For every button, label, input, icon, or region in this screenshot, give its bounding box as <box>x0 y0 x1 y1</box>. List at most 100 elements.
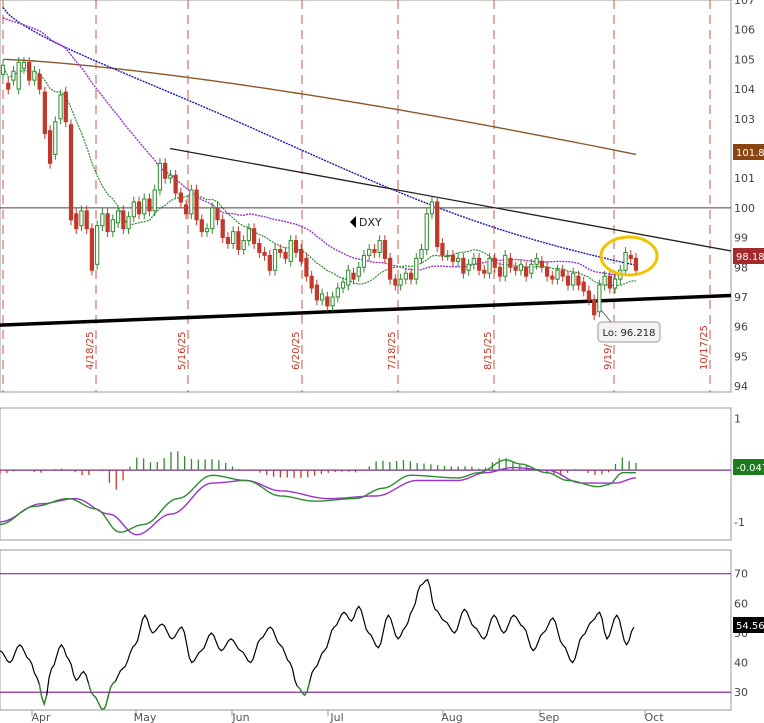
candle-body <box>163 162 168 179</box>
rsi-y-tick: 60 <box>734 597 748 610</box>
candle-body <box>241 240 246 250</box>
candle-body <box>89 228 95 271</box>
candle-body <box>157 162 163 191</box>
month-label: Jun <box>231 711 249 723</box>
candle-body <box>183 204 189 215</box>
candle-body <box>178 192 183 203</box>
candle-body <box>586 290 592 301</box>
candle-body <box>0 64 6 75</box>
price-y-tick: 103 <box>734 113 755 126</box>
candle-body <box>330 296 335 307</box>
highlight-circle <box>599 235 659 277</box>
candle-body <box>393 278 398 286</box>
month-label: Apr <box>31 711 51 723</box>
candle-body <box>152 189 157 212</box>
candle-body <box>487 257 492 274</box>
candle-body <box>11 70 16 81</box>
candle-body <box>623 251 628 271</box>
price-last-value: 98.18 <box>736 252 764 263</box>
symbol-annotation: DXY <box>350 216 382 229</box>
candle-body <box>278 248 283 253</box>
macd-y-tick: -1 <box>734 516 745 529</box>
candle-body <box>492 257 497 268</box>
candle-body <box>513 266 518 271</box>
candle-body <box>325 296 330 307</box>
price-y-tick: 104 <box>734 83 755 96</box>
candle-body <box>550 275 555 280</box>
candle-body <box>142 198 147 215</box>
low-annotation-text: Lo: 96.218 <box>602 328 655 339</box>
rsi-oversold-segment <box>38 683 48 707</box>
date-marker-label: 9/19/ <box>603 344 614 370</box>
ma-last-badge: 101.8 <box>733 144 764 160</box>
candle-body <box>435 201 440 247</box>
candle-body <box>503 254 508 277</box>
candle-body <box>340 281 346 289</box>
candle-body <box>189 189 194 215</box>
rsi-y-tick: 70 <box>734 568 748 581</box>
candle-body <box>121 210 126 230</box>
symbol-label: DXY <box>359 216 382 229</box>
candle-body <box>440 243 445 256</box>
candle-body <box>272 248 278 271</box>
candle-body <box>319 293 325 301</box>
candle-body <box>346 269 351 286</box>
month-label: Sep <box>539 711 560 723</box>
rsi-last-value: 54.56 <box>736 621 764 632</box>
upper-trendline <box>169 147 731 252</box>
candle-body <box>518 263 524 271</box>
candle-body <box>267 254 272 271</box>
candle-body <box>398 278 403 286</box>
macd-line <box>0 459 636 533</box>
price-y-tick: 107 <box>734 0 755 7</box>
candle-body <box>403 272 408 280</box>
ma-mid-line <box>2 17 636 276</box>
price-y-tick: 97 <box>734 291 748 304</box>
price-y-tick: 99 <box>734 232 748 245</box>
date-marker-label: 10/17/25 <box>699 325 710 370</box>
low-annotation-box <box>597 321 661 343</box>
candle-body <box>293 240 299 253</box>
date-marker-label: 4/18/25 <box>85 331 96 370</box>
candle-body <box>367 248 372 256</box>
candle-body <box>27 61 32 81</box>
price-y-tick: 96 <box>734 321 748 334</box>
candle-body <box>456 257 461 262</box>
candle-body <box>419 248 424 259</box>
candle-body <box>84 210 89 230</box>
candle-body <box>236 231 241 250</box>
rsi-oversold-segment <box>296 681 311 697</box>
candle-body <box>309 275 314 289</box>
candle-body <box>6 82 11 90</box>
candle-body <box>471 257 476 265</box>
rsi-y-tick: 40 <box>734 657 748 670</box>
candle-body <box>429 201 435 215</box>
ma-long-line <box>2 6 637 266</box>
candle-body <box>136 201 142 215</box>
date-marker-label: 7/18/25 <box>387 331 398 370</box>
candle-body <box>246 228 251 242</box>
candle-body <box>529 263 534 274</box>
price-y-tick: 95 <box>734 350 748 363</box>
candle-body <box>68 124 74 221</box>
candle-body <box>482 269 487 274</box>
date-marker-label: 8/15/25 <box>483 331 494 370</box>
candle-body <box>497 266 503 277</box>
candle-body <box>204 228 210 233</box>
candle-body <box>215 207 220 221</box>
month-label: Oct <box>644 711 664 723</box>
price-y-tick: 98 <box>734 261 748 274</box>
candle-body <box>356 266 361 277</box>
candle-body <box>361 254 367 268</box>
candle-body <box>95 225 100 265</box>
rsi-oversold-segment <box>87 680 116 710</box>
candle-body <box>257 243 262 253</box>
candle-body <box>539 260 544 268</box>
candle-body <box>126 216 131 230</box>
price-y-tick: 106 <box>734 24 755 37</box>
candle-body <box>445 254 450 257</box>
ma-short-line <box>2 65 637 286</box>
macd-last-value: -0.047 <box>736 463 764 474</box>
rsi-y-tick: 30 <box>734 686 748 699</box>
price-y-tick: 94 <box>734 380 748 393</box>
